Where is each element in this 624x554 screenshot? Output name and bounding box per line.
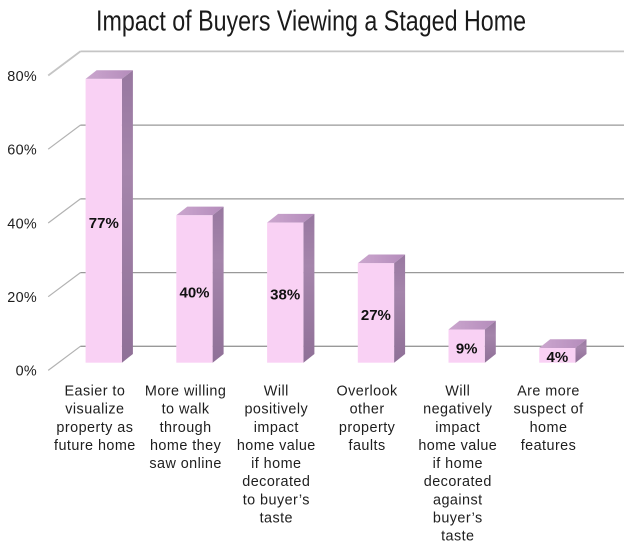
svg-text:saw online: saw online: [149, 456, 222, 472]
svg-text:More willing: More willing: [145, 384, 226, 400]
svg-text:if home: if home: [251, 456, 301, 472]
svg-text:Are more: Are more: [517, 384, 580, 400]
svg-text:suspect of: suspect of: [513, 402, 584, 418]
svg-text:Overlook: Overlook: [337, 384, 399, 400]
svg-text:through: through: [160, 420, 212, 436]
svg-text:positively: positively: [244, 402, 308, 418]
svg-text:77%: 77%: [89, 215, 119, 232]
svg-text:to walk: to walk: [162, 402, 210, 418]
svg-text:20%: 20%: [7, 290, 37, 306]
svg-text:home they: home they: [150, 438, 222, 454]
svg-text:80%: 80%: [7, 69, 37, 85]
svg-text:60%: 60%: [7, 143, 37, 159]
svg-text:9%: 9%: [456, 341, 478, 358]
svg-text:negatively: negatively: [423, 402, 493, 418]
svg-text:property: property: [339, 420, 396, 436]
svg-text:future home: future home: [54, 438, 136, 454]
svg-text:faults: faults: [349, 438, 386, 454]
svg-text:property as: property as: [56, 420, 133, 436]
svg-text:impact: impact: [254, 420, 299, 436]
svg-text:decorated: decorated: [242, 474, 310, 490]
svg-text:taste: taste: [441, 529, 474, 545]
svg-text:home value: home value: [237, 438, 316, 454]
svg-text:Will: Will: [264, 384, 289, 400]
svg-text:38%: 38%: [270, 287, 300, 304]
svg-text:Will: Will: [445, 384, 470, 400]
svg-text:decorated: decorated: [424, 474, 492, 490]
svg-text:40%: 40%: [7, 216, 37, 232]
svg-text:Impact of Buyers Viewing a Sta: Impact of Buyers Viewing a Staged Home: [96, 6, 526, 38]
svg-text:40%: 40%: [179, 284, 209, 301]
svg-text:to buyer’s: to buyer’s: [243, 492, 310, 508]
svg-text:0%: 0%: [16, 364, 37, 380]
svg-text:home: home: [530, 420, 568, 436]
svg-text:taste: taste: [260, 511, 293, 527]
svg-text:other: other: [350, 402, 385, 418]
svg-text:home value: home value: [418, 438, 497, 454]
svg-text:if home: if home: [433, 456, 483, 472]
svg-text:against: against: [433, 492, 483, 508]
svg-text:visualize: visualize: [65, 402, 124, 418]
svg-text:features: features: [521, 438, 577, 454]
svg-text:Easier to: Easier to: [64, 384, 125, 400]
svg-text:buyer’s: buyer’s: [433, 511, 483, 527]
svg-text:impact: impact: [435, 420, 480, 436]
svg-text:27%: 27%: [361, 307, 391, 324]
svg-text:4%: 4%: [547, 349, 569, 366]
